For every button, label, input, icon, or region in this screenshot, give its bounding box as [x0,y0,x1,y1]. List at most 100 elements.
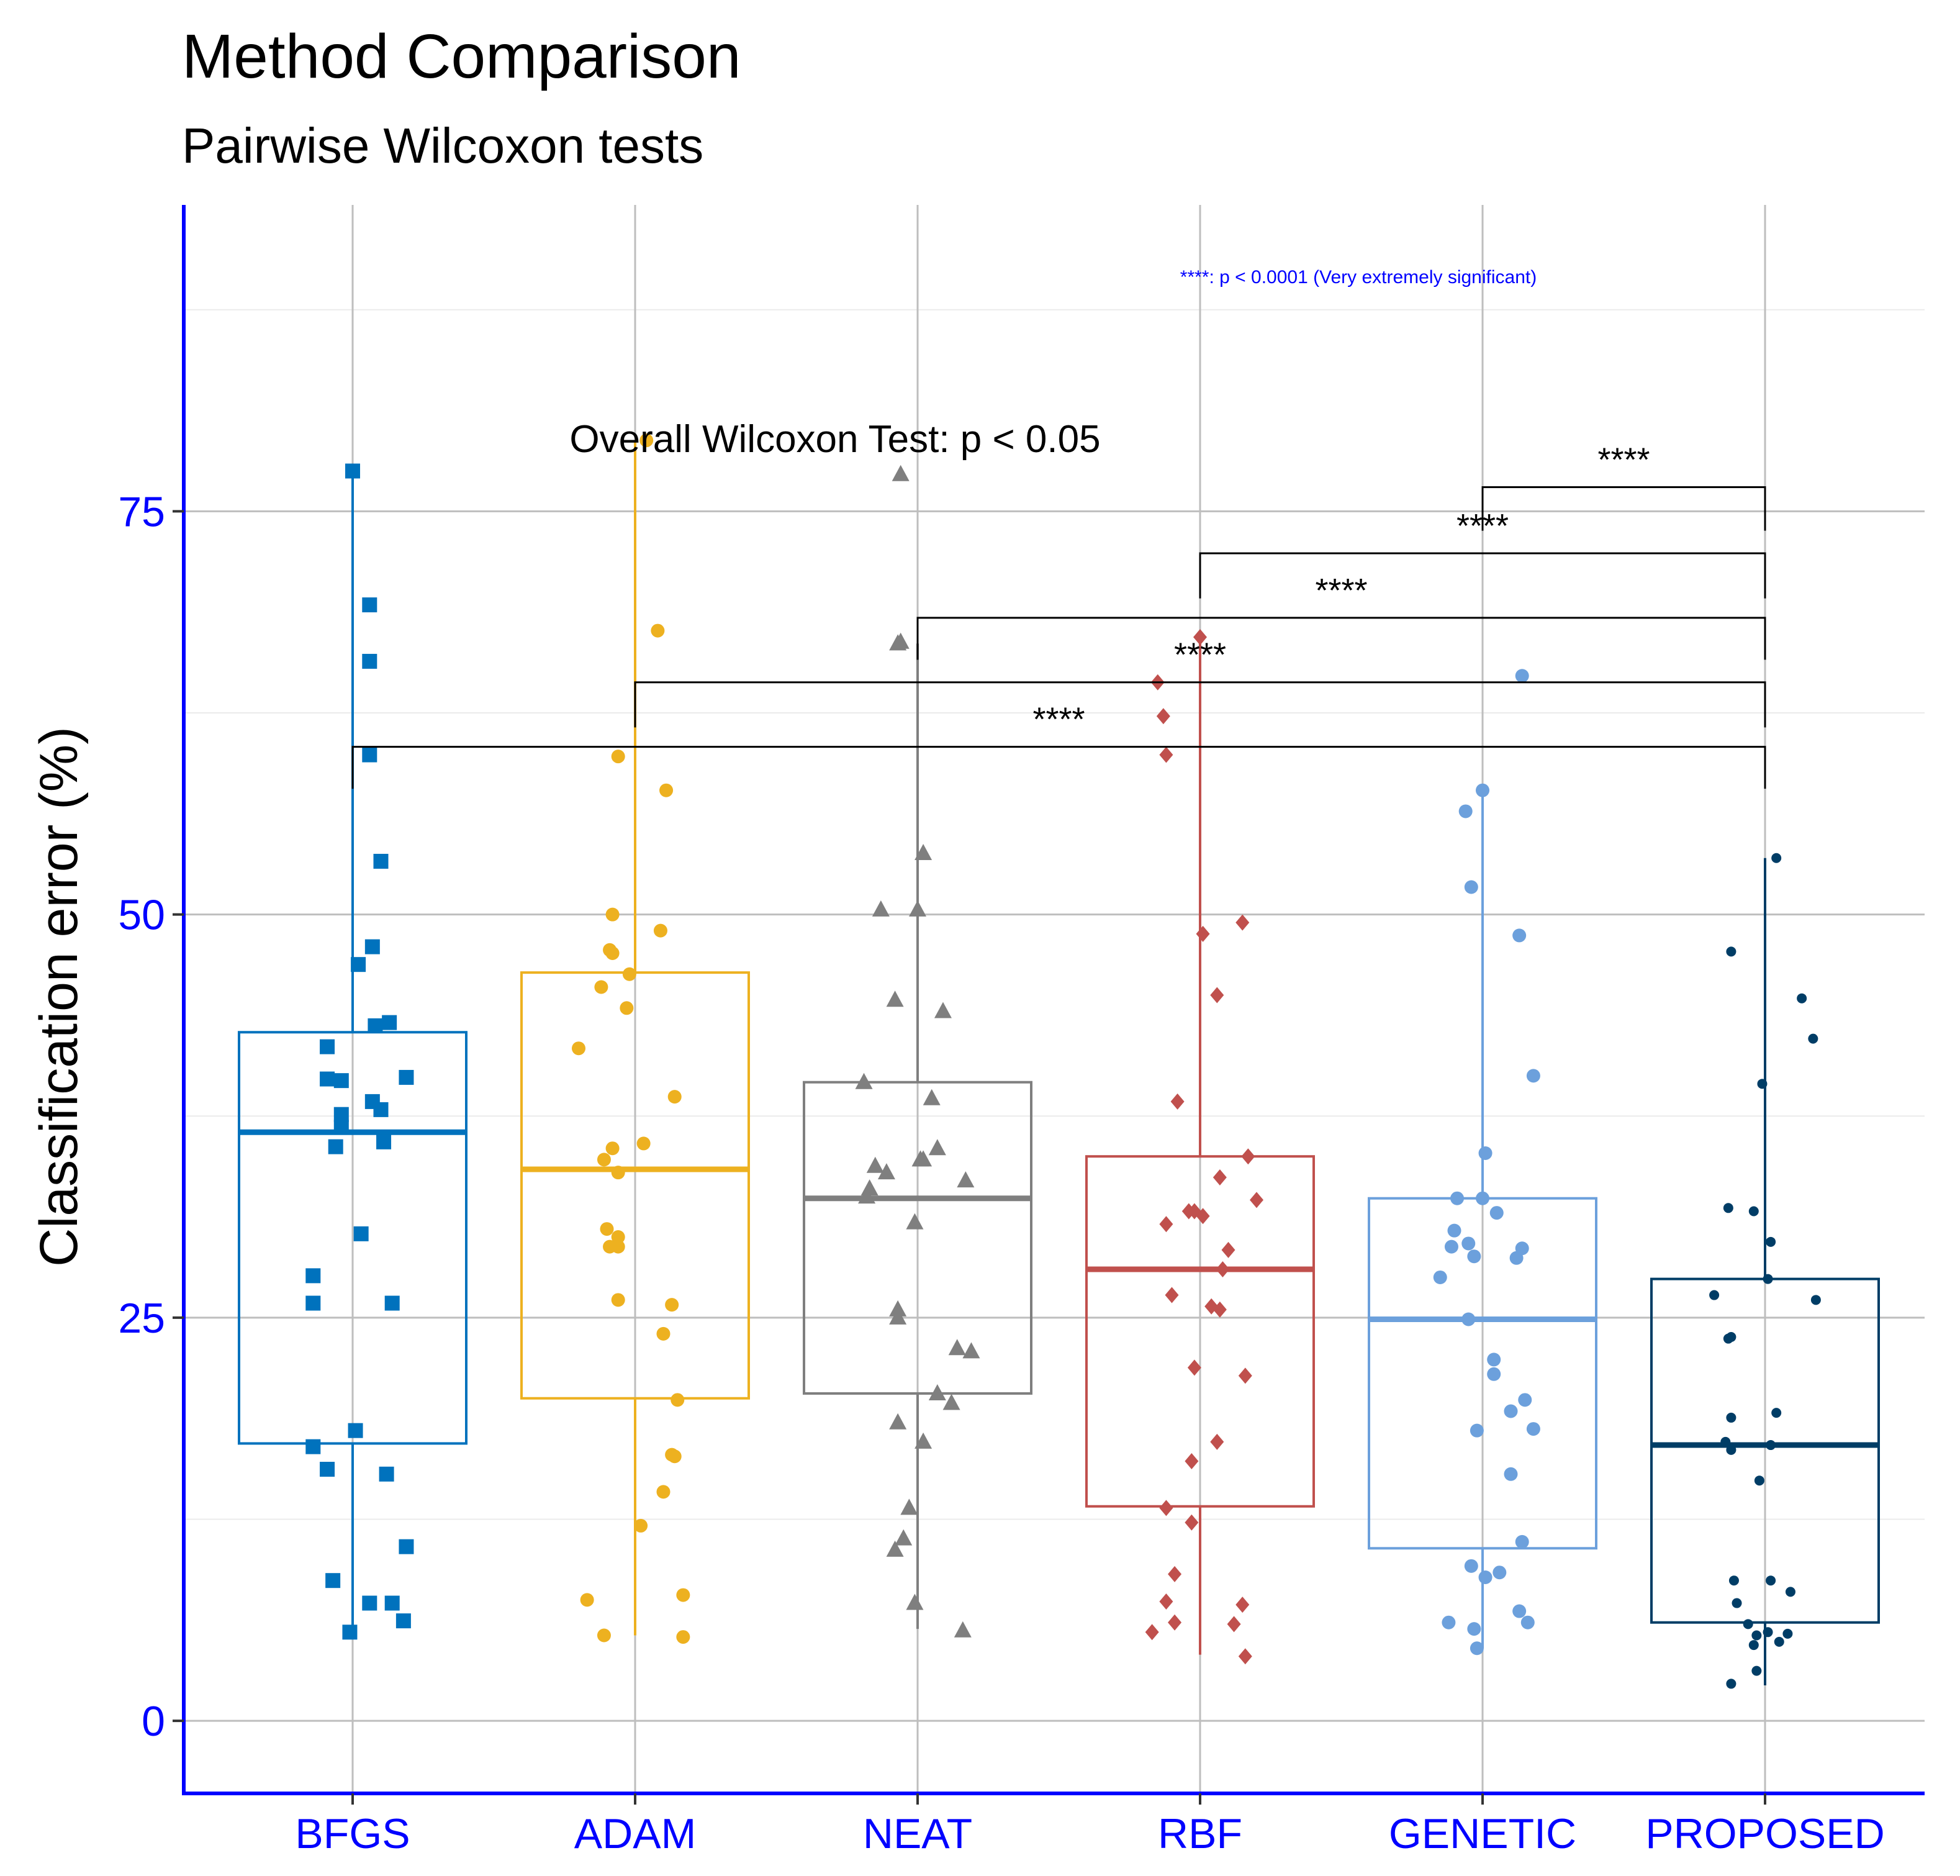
data-point [1156,708,1170,725]
data-point [1213,1169,1227,1185]
data-point [345,463,360,479]
data-point [333,1107,349,1122]
data-point [1751,1665,1762,1676]
x-tick-label: PROPOSED [1645,1810,1884,1857]
data-point [1726,946,1736,957]
data-point [1520,1615,1535,1629]
data-point [1221,1241,1235,1258]
data-point [1478,1146,1493,1161]
box-neat [803,643,1032,1629]
data-point [1504,1404,1518,1418]
data-point [656,1485,671,1499]
data-point [611,1230,625,1244]
data-point [1504,1467,1518,1481]
data-point [1478,1570,1493,1585]
data-point [665,1298,679,1312]
data-point [948,1339,966,1356]
y-axis-label: Classification error (%) [29,727,89,1267]
data-point [320,1039,335,1054]
bracket-line [351,746,1766,789]
data-point [351,957,366,972]
significance-stars: **** [1597,441,1650,478]
data-point [368,1018,383,1033]
data-point [1210,1433,1224,1450]
data-point [1723,1203,1733,1213]
data-point [305,1439,321,1454]
x-tick-label: ADAM [574,1810,696,1857]
data-point [580,1593,594,1607]
comparison-bracket: **** [1199,507,1766,599]
data-point [659,783,674,797]
data-point [379,1466,394,1482]
data-point [605,1141,620,1156]
x-tick-label: GENETIC [1389,1810,1576,1857]
bracket-line [1481,486,1766,531]
data-point [954,1621,972,1638]
data-point [1159,1593,1173,1610]
data-point [328,1139,343,1154]
data-point [1168,1614,1182,1631]
data-point [1442,1615,1456,1629]
data-point [634,1518,648,1533]
data-point [1476,1191,1489,1205]
data-point [1250,1192,1263,1208]
data-point [1464,1559,1478,1573]
data-point [928,1384,946,1400]
x-tick-label: BFGS [295,1810,410,1857]
data-point [373,1102,389,1117]
data-point [651,623,665,638]
data-point [594,980,608,994]
data-point [1461,1312,1476,1326]
data-point [362,747,377,763]
data-point [1168,1566,1182,1582]
data-point [1771,1408,1782,1418]
bracket-line [634,681,1766,728]
data-point [1185,1514,1199,1531]
data-point [1185,1453,1199,1470]
data-point [656,1326,671,1341]
data-point [399,1539,414,1554]
data-point [384,1595,400,1611]
data-point [1159,746,1173,763]
data-point [600,1222,614,1236]
data-point [942,1393,960,1410]
data-point [909,900,926,917]
data-point [1196,925,1210,942]
data-point [364,939,380,954]
data-point [1726,1412,1736,1423]
data-point [373,853,389,869]
data-point [1774,1636,1784,1647]
data-point [1159,1216,1173,1233]
data-point [305,1268,321,1284]
data-point [1766,1575,1776,1586]
data-point [1797,993,1807,1004]
data-point [1518,1393,1532,1407]
data-point [1165,1287,1179,1303]
data-point [1238,1648,1252,1665]
data-point [399,1069,414,1085]
data-point [915,1432,933,1449]
data-point [1751,1630,1762,1641]
data-point [886,1540,904,1557]
data-point [1470,1641,1484,1656]
data-point [1461,1236,1476,1251]
data-point [1227,1616,1241,1633]
data-point [362,653,377,669]
significance-note: ****: p < 0.0001 (Very extremely signifi… [1180,267,1537,288]
data-point [889,1308,907,1325]
comparison-bracket: **** [916,572,1766,660]
data-point [923,1089,941,1105]
comparison-bracket: **** [351,701,1766,789]
data-point [1213,1301,1227,1318]
data-point [1726,1679,1736,1689]
data-point [858,1187,876,1204]
box-rect [238,1031,467,1445]
data-point [892,632,910,649]
data-point [611,1293,625,1307]
data-point [622,967,636,981]
data-point [1489,1206,1504,1220]
data-point [915,1150,933,1167]
data-point [572,1041,585,1056]
data-point [1726,1444,1736,1455]
